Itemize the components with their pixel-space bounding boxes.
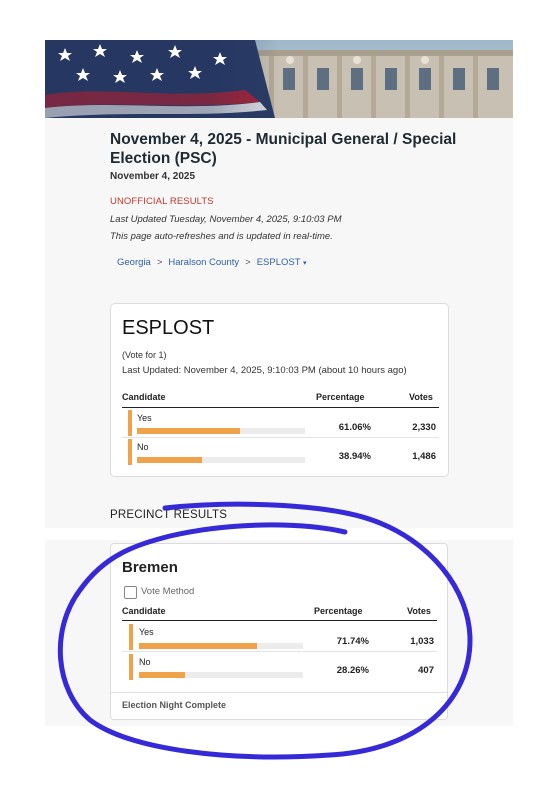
election-date: November 4, 2025 <box>110 171 196 182</box>
breadcrumb: Georgia > Haralson County > ESPLOST ▾ <box>117 257 307 268</box>
vote-method-label[interactable]: Vote Method <box>141 586 195 597</box>
contest-name: ESPLOST <box>122 317 215 339</box>
card-footer-divider <box>111 692 447 693</box>
candidate-percentage: 28.26% <box>336 665 369 676</box>
candidate-name: No <box>137 442 149 452</box>
result-bar-fill <box>137 428 240 434</box>
row-divider <box>122 437 439 438</box>
vote-for-text: (Vote for 1) <box>122 350 167 360</box>
breadcrumb-dropdown-contest[interactable]: ESPLOST ▾ <box>257 257 307 268</box>
candidate-votes: 1,486 <box>412 451 436 462</box>
candidate-name: Yes <box>137 413 152 423</box>
breadcrumb-link-state[interactable]: Georgia <box>117 257 151 268</box>
unofficial-results-label: UNOFFICIAL RESULTS <box>110 196 214 207</box>
last-updated-text: Last Updated Tuesday, November 4, 2025, … <box>110 214 342 225</box>
candidate-color-marker <box>129 624 133 650</box>
candidate-votes: 2,330 <box>412 422 436 433</box>
candidate-votes: 1,033 <box>410 636 434 647</box>
result-bar-track <box>139 643 303 649</box>
table-header-divider <box>122 620 437 621</box>
column-header-votes: Votes <box>409 392 433 402</box>
header-banner-image <box>45 40 513 118</box>
result-bar-fill <box>139 672 186 678</box>
caret-down-icon: ▾ <box>303 260 307 267</box>
column-header-votes: Votes <box>407 606 431 616</box>
result-bar-track <box>139 672 303 678</box>
column-header-percentage: Percentage <box>314 606 363 616</box>
page-title: November 4, 2025 - Municipal General / S… <box>110 131 457 167</box>
column-header-candidate: Candidate <box>122 392 166 402</box>
breadcrumb-contest-label: ESPLOST <box>256 257 301 268</box>
contest-results-card: ESPLOST (Vote for 1) Last Updated: Novem… <box>110 303 449 477</box>
candidate-percentage: 38.94% <box>338 451 371 462</box>
result-bar-fill <box>139 643 257 649</box>
row-divider <box>122 651 437 652</box>
column-header-candidate: Candidate <box>122 606 166 616</box>
result-bar-fill <box>137 457 203 463</box>
candidate-color-marker <box>128 410 132 436</box>
auto-refresh-note: This page auto-refreshes and is updated … <box>110 231 333 242</box>
candidate-color-marker <box>128 439 132 465</box>
precinct-results-card: Bremen Vote Method Candidate Percentage … <box>110 543 448 720</box>
result-bar-track <box>137 428 305 434</box>
candidate-percentage: 61.06% <box>338 422 371 433</box>
election-night-status: Election Night Complete <box>122 700 227 710</box>
column-header-percentage: Percentage <box>316 392 365 402</box>
candidate-color-marker <box>129 654 133 680</box>
candidate-name: No <box>139 657 151 667</box>
table-header-divider <box>122 407 439 408</box>
candidate-votes: 407 <box>418 665 434 676</box>
breadcrumb-separator: > <box>156 257 163 268</box>
precinct-results-heading: PRECINCT RESULTS <box>110 509 228 521</box>
vote-method-checkbox[interactable] <box>124 586 137 599</box>
candidate-percentage: 71.74% <box>336 636 369 647</box>
breadcrumb-link-county[interactable]: Haralson County <box>168 257 240 268</box>
breadcrumb-separator: > <box>245 257 251 268</box>
candidate-name: Yes <box>139 627 154 637</box>
contest-updated-text: Last Updated: November 4, 2025, 9:10:03 … <box>122 365 407 376</box>
result-bar-track <box>137 457 305 463</box>
precinct-name: Bremen <box>122 559 178 576</box>
